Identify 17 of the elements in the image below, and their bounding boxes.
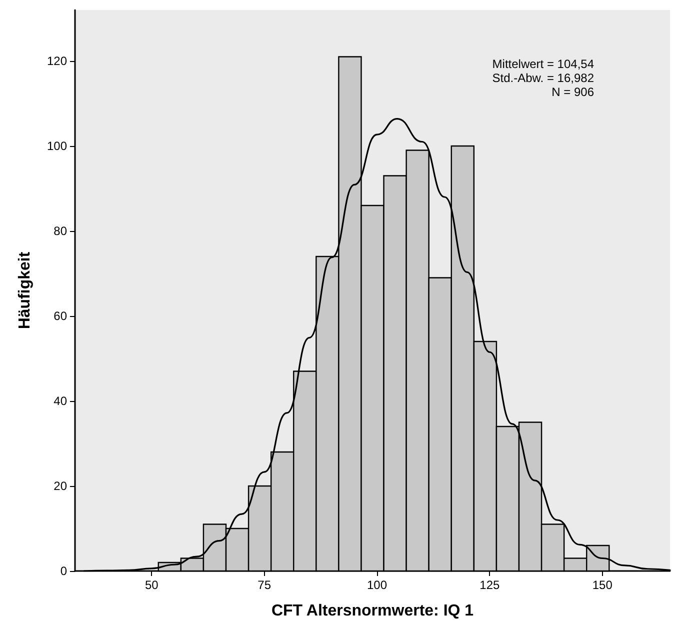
x-tick-label: 50 xyxy=(144,578,159,592)
y-tick-label: 40 xyxy=(54,394,68,408)
x-tick-label: 150 xyxy=(592,578,613,592)
y-tick-label: 60 xyxy=(54,309,68,323)
y-tick-label: 20 xyxy=(54,479,68,493)
y-tick-label: 0 xyxy=(60,564,68,578)
y-tick-label: 80 xyxy=(54,224,68,238)
x-tick-label: 125 xyxy=(480,578,500,592)
y-axis-title: Häufigkeit xyxy=(16,251,34,330)
y-tick-label: 100 xyxy=(46,139,68,153)
annotation: N = 906 xyxy=(552,85,594,99)
annotation: Mittelwert = 104,54 xyxy=(492,57,594,71)
y-tick-label: 120 xyxy=(46,54,68,68)
x-tick-label: 100 xyxy=(366,578,388,592)
x-axis-title: CFT Altersnormwerte: IQ 1 xyxy=(271,602,474,620)
annotation: Std.-Abw. = 16,982 xyxy=(492,71,594,85)
x-tick-label: 75 xyxy=(258,578,272,592)
